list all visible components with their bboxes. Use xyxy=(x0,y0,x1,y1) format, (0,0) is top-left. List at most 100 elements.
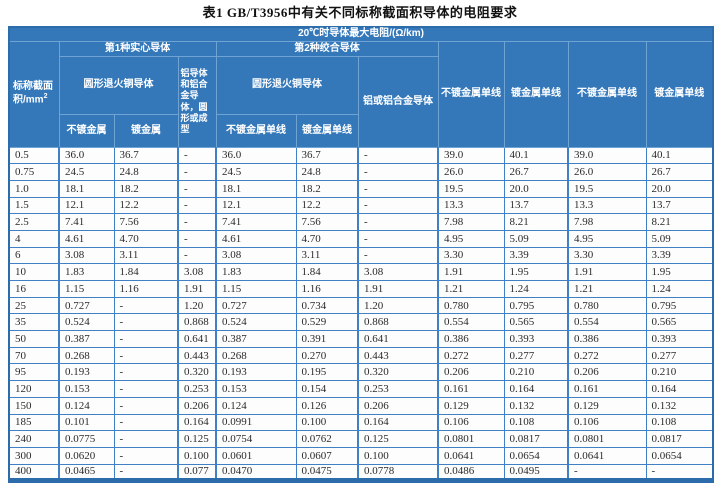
resistance-cell: 7.41 xyxy=(58,213,115,231)
resistance-cell: 4.70 xyxy=(295,229,359,248)
resistance-cell: 0.253 xyxy=(357,380,439,398)
resistance-cell: 0.320 xyxy=(357,363,439,382)
resistance-cell: - xyxy=(113,463,179,482)
resistance-table: 20℃时导体最大电阻/(Ω/km) 标称截面积/mm2 第1种实心导体 第2种绞… xyxy=(8,26,715,484)
resistance-cell: 0.277 xyxy=(645,346,714,365)
resistance-cell: 0.0607 xyxy=(295,446,359,465)
resistance-cell: 0.0654 xyxy=(503,446,569,465)
resistance-cell: 0.565 xyxy=(503,313,569,332)
resistance-cell: 0.0465 xyxy=(58,463,115,482)
row-area-label: 35 xyxy=(8,313,60,332)
resistance-cell: 0.129 xyxy=(437,396,505,415)
resistance-cell: 0.210 xyxy=(503,363,569,382)
resistance-cell: 1.84 xyxy=(295,263,359,281)
resistance-cell: 0.393 xyxy=(645,330,714,348)
resistance-cell: 26.0 xyxy=(437,163,505,181)
resistance-cell: 0.0475 xyxy=(295,463,359,482)
resistance-cell: 1.21 xyxy=(567,280,647,298)
resistance-cell: 0.320 xyxy=(177,363,217,382)
resistance-cell: 0.193 xyxy=(215,363,297,382)
table-row: 150 0.124-0.206 0.124 0.126 0.206 0.129 0.132 0… xyxy=(8,396,714,415)
resistance-cell: 0.100 xyxy=(357,446,439,465)
resistance-cell: 3.30 xyxy=(567,246,647,265)
resistance-cell: 3.08 xyxy=(177,263,217,281)
row-area-label: 10 xyxy=(8,263,60,281)
resistance-cell: 1.16 xyxy=(295,280,359,298)
resistance-cell: 0.272 xyxy=(567,346,647,365)
row-area-label: 95 xyxy=(8,363,60,382)
area-header-text: 标称截面积/mm xyxy=(13,81,53,106)
resistance-cell: 0.101 xyxy=(58,413,115,432)
table-row: 35 0.524-0.868 0.524 0.529 0.868 0.554 0.565 0.… xyxy=(8,313,714,332)
resistance-cell: 0.780 xyxy=(567,296,647,315)
resistance-cell: - xyxy=(113,346,179,365)
resistance-cell: - xyxy=(113,413,179,432)
resistance-cell: 3.11 xyxy=(113,246,179,265)
plated-wire-header-cell: 镀金属单线 xyxy=(295,113,359,148)
resistance-cell: 0.108 xyxy=(503,413,569,432)
resistance-cell: 0.0801 xyxy=(567,430,647,448)
table-row: 400 0.0465-0.077 0.0470 0.0475 0.0778 0.0486 0… xyxy=(8,463,714,482)
resistance-cell: 18.1 xyxy=(58,179,115,198)
resistance-cell: 0.195 xyxy=(295,363,359,382)
resistance-cell: - xyxy=(113,363,179,382)
row-area-label: 70 xyxy=(8,346,60,365)
resistance-cell: 0.210 xyxy=(645,363,714,382)
col9-header-cell: 不镀金属单线 xyxy=(567,40,647,148)
resistance-cell: 8.21 xyxy=(645,213,714,231)
resistance-cell: 12.2 xyxy=(295,196,359,215)
resistance-cell: - xyxy=(113,430,179,448)
resistance-cell: 0.154 xyxy=(295,380,359,398)
page-title: 表1 GB/T3956中有关不同标称截面积导体的电阻要求 xyxy=(202,5,518,20)
resistance-cell: 0.132 xyxy=(645,396,714,415)
group1-header-cell: 第1种实心导体 xyxy=(58,40,217,57)
resistance-cell: 0.0620 xyxy=(58,446,115,465)
resistance-cell: 4.70 xyxy=(113,229,179,248)
resistance-cell: 0.161 xyxy=(567,380,647,398)
col10-header-cell: 镀金属单线 xyxy=(645,40,714,148)
resistance-cell: 0.106 xyxy=(567,413,647,432)
resistance-cell: 0.106 xyxy=(437,413,505,432)
resistance-cell: 0.0601 xyxy=(215,446,297,465)
resistance-cell: 3.08 xyxy=(215,246,297,265)
resistance-cell: 4.95 xyxy=(567,229,647,248)
resistance-cell: - xyxy=(357,163,439,181)
resistance-cell: 0.193 xyxy=(58,363,115,382)
resistance-cell: 13.7 xyxy=(503,196,569,215)
resistance-cell: 3.08 xyxy=(58,246,115,265)
resistance-cell: 0.0778 xyxy=(357,463,439,482)
area-header-sup: 2 xyxy=(43,93,48,101)
resistance-cell: 12.1 xyxy=(215,196,297,215)
resistance-cell: 7.41 xyxy=(215,213,297,231)
resistance-cell: 0.868 xyxy=(357,313,439,332)
resistance-cell: 5.09 xyxy=(645,229,714,248)
resistance-cell: 0.0641 xyxy=(567,446,647,465)
table-row: 50 0.387-0.641 0.387 0.391 0.641 0.386 0.393 0.… xyxy=(8,330,714,348)
resistance-cell: 0.153 xyxy=(215,380,297,398)
resistance-cell: 0.727 xyxy=(58,296,115,315)
resistance-cell: 1.20 xyxy=(357,296,439,315)
resistance-cell: 0.206 xyxy=(437,363,505,382)
resistance-cell: 40.1 xyxy=(503,146,569,165)
resistance-cell: 18.1 xyxy=(215,179,297,198)
resistance-cell: - xyxy=(113,380,179,398)
table-row: 4 4.61 4.70-4.61 4.70-4.95 5.09 4.95 5.09 xyxy=(8,229,714,248)
resistance-cell: 0.387 xyxy=(215,330,297,348)
resistance-cell: 4.61 xyxy=(215,229,297,248)
resistance-cell: - xyxy=(357,229,439,248)
table-row: 70 0.268-0.443 0.268 0.270 0.443 0.272 0.277 0.… xyxy=(8,346,714,365)
col8-header-cell: 镀金属单线 xyxy=(503,40,569,148)
table-row: 25 0.727-1.20 0.727 0.734 1.20 0.780 0.795 0.78… xyxy=(8,296,714,315)
resistance-cell: 0.164 xyxy=(357,413,439,432)
resistance-cell: 0.161 xyxy=(437,380,505,398)
resistance-cell: 0.795 xyxy=(503,296,569,315)
resistance-cell: 0.0470 xyxy=(215,463,297,482)
resistance-cell: 0.386 xyxy=(567,330,647,348)
table-row: 10 1.83 1.84 3.08 1.83 1.84 3.08 1.91 1.95 1.91 1.… xyxy=(8,263,714,281)
resistance-cell: 4.61 xyxy=(58,229,115,248)
resistance-cell: - xyxy=(113,313,179,332)
resistance-cell: 0.126 xyxy=(295,396,359,415)
resistance-cell: 1.15 xyxy=(215,280,297,298)
resistance-cell: 12.2 xyxy=(113,196,179,215)
resistance-cell: 0.268 xyxy=(215,346,297,365)
